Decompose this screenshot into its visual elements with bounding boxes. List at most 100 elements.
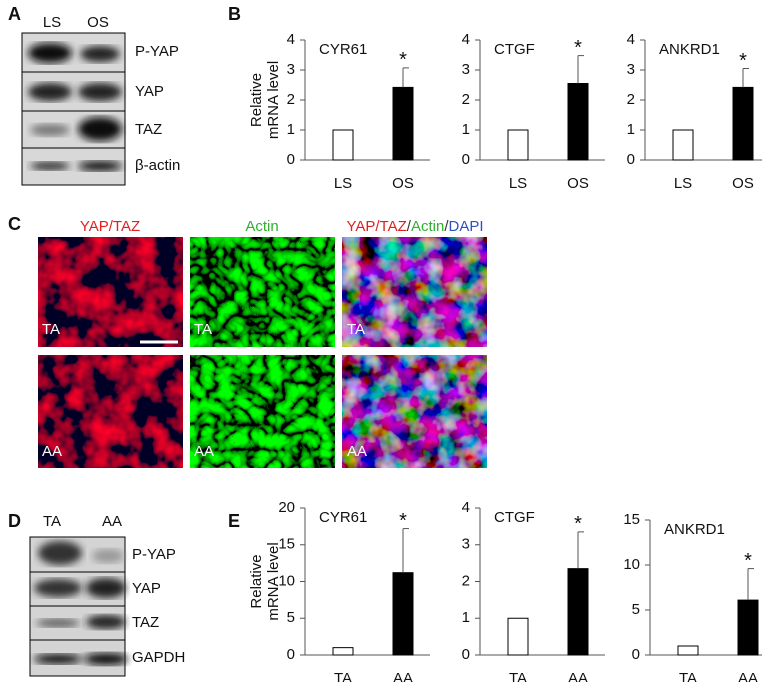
significance-star: *: [399, 49, 407, 71]
x-tick-label: AA: [738, 670, 758, 682]
x-tick-label: LS: [674, 175, 692, 192]
chart-title: CTGF: [494, 41, 535, 58]
y-tick-label: 0: [462, 646, 470, 663]
bar: [392, 572, 414, 656]
y-tick-label: 0: [287, 151, 295, 168]
bar: [677, 645, 699, 656]
image-label: TA: [347, 321, 365, 338]
bar: [332, 129, 354, 161]
column-title-part: YAP/TAZ: [80, 218, 140, 235]
y-tick-label: 15: [278, 536, 295, 553]
lane-label: LS: [43, 14, 61, 31]
bar: [737, 599, 759, 656]
column-title-part: Actin: [245, 218, 278, 235]
x-tick-label: OS: [567, 175, 589, 192]
row-label: YAP: [135, 83, 164, 100]
image-label: TA: [42, 321, 60, 338]
y-tick-label: 2: [462, 572, 470, 589]
y-axis-title-line: Relative: [248, 554, 265, 608]
column-title: YAP/TAZ: [80, 218, 140, 235]
y-axis-title: RelativemRNA level: [248, 542, 282, 620]
y-tick-label: 10: [623, 556, 640, 573]
y-tick-label: 3: [287, 61, 295, 78]
chart-title: CYR61: [319, 41, 367, 58]
chart-title: CTGF: [494, 509, 535, 526]
column-title: YAP/TAZ/Actin/DAPI: [346, 218, 483, 235]
y-tick-label: 10: [278, 572, 295, 589]
y-tick-label: 4: [462, 31, 470, 48]
bar: [672, 129, 694, 161]
column-title-part: YAP/TAZ: [346, 218, 406, 235]
y-tick-label: 15: [623, 511, 640, 528]
x-tick-label: OS: [732, 175, 754, 192]
y-axis-title-line: mRNA level: [265, 61, 282, 139]
x-tick-label: AA: [393, 670, 413, 682]
panel-label: D: [8, 511, 21, 531]
y-tick-label: 2: [627, 91, 635, 108]
chart-title: ANKRD1: [664, 521, 725, 538]
x-tick-label: LS: [509, 175, 527, 192]
y-tick-label: 4: [287, 31, 295, 48]
y-axis-title: RelativemRNA level: [248, 61, 282, 139]
significance-star: *: [574, 37, 582, 59]
significance-star: *: [574, 513, 582, 535]
column-title-part: Actin: [411, 218, 444, 235]
y-tick-label: 1: [627, 121, 635, 138]
y-tick-label: 1: [462, 121, 470, 138]
x-tick-label: LS: [334, 175, 352, 192]
x-tick-label: OS: [392, 175, 414, 192]
image-label: AA: [347, 443, 367, 460]
row-label: TAZ: [132, 614, 159, 631]
image-label: AA: [42, 443, 62, 460]
y-tick-label: 2: [287, 91, 295, 108]
blot-a: [21, 32, 126, 186]
y-tick-label: 4: [627, 31, 635, 48]
y-tick-label: 0: [627, 151, 635, 168]
bar: [507, 129, 529, 161]
y-tick-label: 0: [462, 151, 470, 168]
image-label: TA: [194, 321, 212, 338]
y-tick-label: 3: [462, 61, 470, 78]
column-title: Actin: [245, 218, 278, 235]
column-title-part: DAPI: [448, 218, 483, 235]
y-tick-label: 3: [462, 536, 470, 553]
x-tick-label: AA: [568, 670, 588, 682]
column-title-part: /: [444, 218, 449, 235]
row-label: P-YAP: [132, 546, 176, 563]
image-label: AA: [194, 443, 214, 460]
y-axis-title-line: Relative: [248, 73, 265, 127]
row-label: TAZ: [135, 121, 162, 138]
significance-star: *: [739, 50, 747, 72]
y-tick-label: 0: [287, 646, 295, 663]
bar: [567, 568, 589, 656]
y-tick-label: 3: [627, 61, 635, 78]
bar: [507, 617, 529, 656]
y-tick-label: 20: [278, 499, 295, 516]
panel-label: E: [228, 511, 240, 531]
significance-star: *: [744, 550, 752, 572]
x-tick-label: TA: [334, 670, 352, 682]
y-tick-label: 5: [632, 601, 640, 618]
x-tick-label: TA: [679, 670, 697, 682]
panel-label: A: [8, 4, 21, 24]
column-title-part: /: [407, 218, 412, 235]
y-tick-label: 2: [462, 91, 470, 108]
micrographs: [38, 237, 487, 468]
panel-label: B: [228, 4, 241, 24]
significance-star: *: [399, 510, 407, 532]
lane-label: TA: [43, 513, 61, 530]
y-tick-label: 1: [462, 609, 470, 626]
y-tick-label: 4: [462, 499, 470, 516]
y-axis-title-line: mRNA level: [265, 542, 282, 620]
bar: [732, 86, 754, 161]
lane-label: AA: [102, 513, 122, 530]
y-tick-label: 5: [287, 609, 295, 626]
bar: [567, 83, 589, 161]
y-tick-label: 1: [287, 121, 295, 138]
y-tick-label: 0: [632, 646, 640, 663]
row-label: GAPDH: [132, 649, 185, 666]
bar: [392, 86, 414, 161]
blot-d: [29, 536, 128, 677]
bar: [332, 647, 354, 656]
